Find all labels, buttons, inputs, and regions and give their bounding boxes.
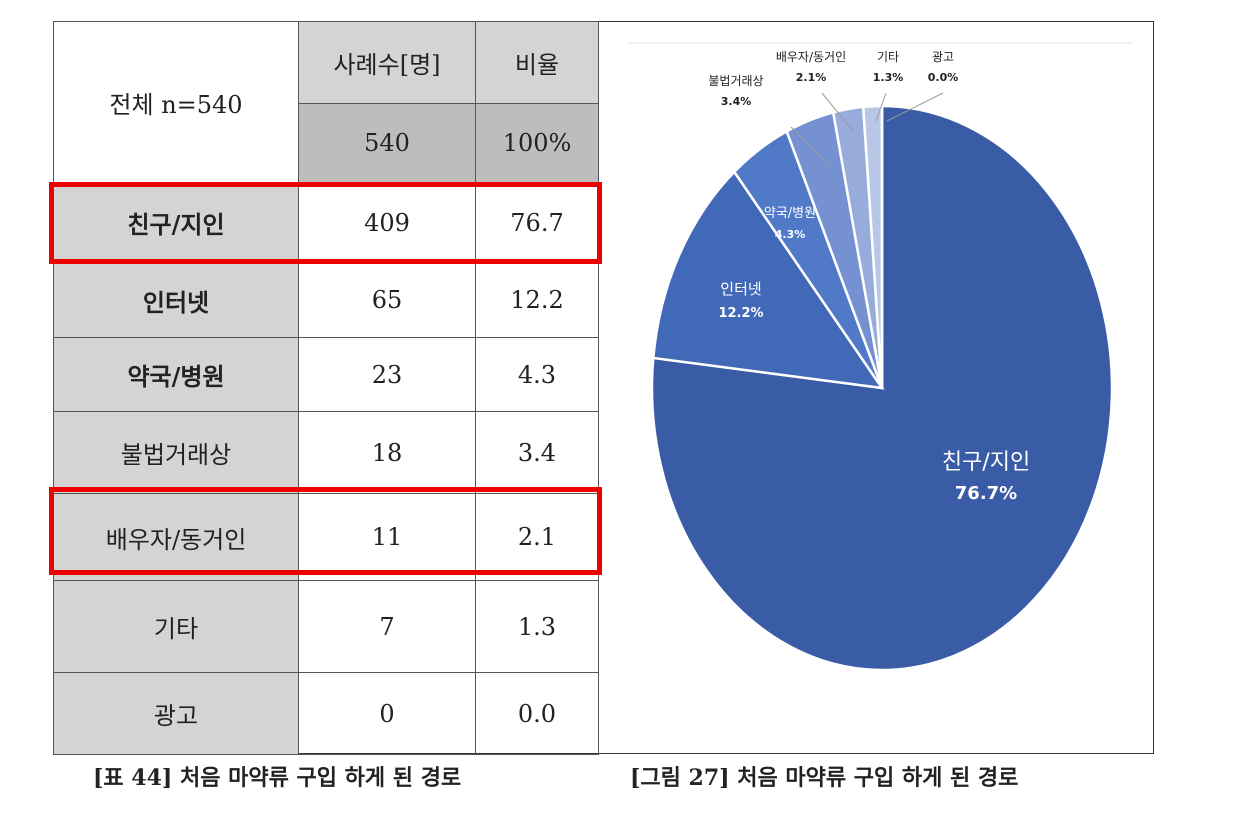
row-label: 배우자/동거인 xyxy=(53,493,299,581)
slice-label: 약국/병원 xyxy=(764,206,816,221)
slice-pct-label: 0.0% xyxy=(928,71,959,84)
slice-pct-label: 3.4% xyxy=(721,95,752,108)
row-ratio: 0.0 xyxy=(475,672,599,755)
slice-pct-label: 2.1% xyxy=(796,71,827,84)
row-ratio: 1.3 xyxy=(475,580,599,673)
row-count: 23 xyxy=(298,337,476,412)
row-count: 65 xyxy=(298,262,476,338)
row-count: 11 xyxy=(298,493,476,581)
data-table: 전체 n=540 사례수[명] 비율 540 100% 친구/지인 409 76… xyxy=(53,21,599,755)
leader-line xyxy=(790,126,831,167)
table-caption: [표 44] 처음 마약류 구입 하게 된 경로 xyxy=(93,765,462,791)
highlight-box xyxy=(49,182,602,264)
slice-label: 배우자/동거인 xyxy=(776,50,846,64)
row-label: 불법거래상 xyxy=(53,411,299,494)
row-ratio: 76.7 xyxy=(475,182,599,263)
row-ratio: 12.2 xyxy=(475,262,599,338)
row-count: 18 xyxy=(298,411,476,494)
slice-pct-label: 4.3% xyxy=(775,228,806,241)
slice-pct-label: 12.2% xyxy=(718,306,763,321)
total-count: 540 xyxy=(298,103,476,183)
chart-caption: [그림 27] 처음 마약류 구입 하게 된 경로 xyxy=(630,765,1019,791)
slice-label: 인터넷 xyxy=(720,280,761,298)
header-ratio: 비율 xyxy=(475,21,599,104)
row-ratio: 3.4 xyxy=(475,411,599,494)
slice-label: 불법거래상 xyxy=(708,74,763,88)
slice-label: 기타 xyxy=(877,50,899,64)
slice-pct-label: 76.7% xyxy=(955,483,1017,504)
total-label: 전체 n=540 xyxy=(53,21,299,183)
row-count: 0 xyxy=(298,672,476,755)
highlight-box xyxy=(49,487,602,575)
pie-slice xyxy=(651,169,885,390)
row-ratio: 4.3 xyxy=(475,337,599,412)
row-label: 인터넷 xyxy=(53,262,299,338)
slice-label: 광고 xyxy=(932,50,954,64)
leader-line xyxy=(821,92,854,132)
row-label: 약국/병원 xyxy=(53,337,299,412)
pie-chart: 친구/지인 76.7% 인터넷 12.2% 약국/병원 4.3% 불법거래상 3.4% 배우자/… xyxy=(628,42,1133,672)
row-label: 광고 xyxy=(53,672,299,755)
total-ratio: 100% xyxy=(475,103,599,183)
leader-line xyxy=(886,92,944,122)
slice-pct-label: 1.3% xyxy=(873,71,904,84)
slice-label: 친구/지인 xyxy=(942,450,1030,475)
header-count: 사례수[명] xyxy=(298,21,476,104)
row-label: 기타 xyxy=(53,580,299,673)
leader-line xyxy=(875,92,887,122)
row-count: 7 xyxy=(298,580,476,673)
